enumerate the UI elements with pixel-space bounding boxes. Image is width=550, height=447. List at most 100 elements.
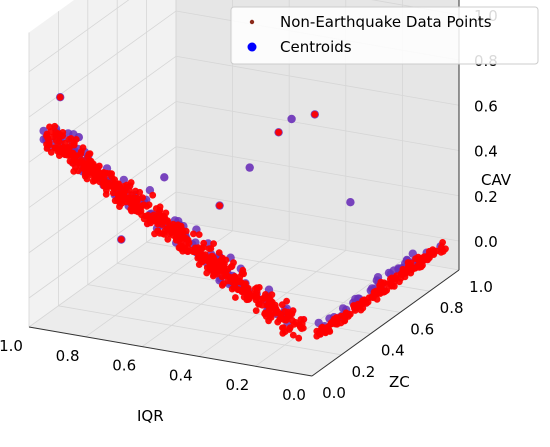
data-point <box>288 316 296 324</box>
data-point <box>255 284 263 291</box>
data-point <box>84 153 92 161</box>
grid-line <box>175 55 460 106</box>
data-point <box>203 269 211 277</box>
legend-label-centroids: Centroids <box>280 38 352 56</box>
y-axis-label: ZC <box>389 373 410 391</box>
grid-line <box>28 10 177 118</box>
x-tick-label: 0.6 <box>112 357 136 375</box>
grid-line <box>175 101 460 151</box>
data-point <box>212 263 220 271</box>
centroid-marker <box>160 173 169 182</box>
x-axis-label: IQR <box>137 407 164 425</box>
data-point <box>267 297 274 305</box>
side-pane <box>176 0 459 270</box>
data-point <box>182 234 190 242</box>
data-point <box>190 230 197 238</box>
data-point <box>109 182 117 189</box>
data-point <box>289 331 297 339</box>
data-point <box>177 222 185 230</box>
data-point <box>132 207 139 215</box>
data-point <box>114 190 122 198</box>
data-point <box>100 182 108 190</box>
x-axis-line <box>28 326 313 377</box>
data-point <box>359 300 367 308</box>
data-point <box>326 328 334 335</box>
data-point <box>56 148 64 156</box>
y-tick-label: 0.0 <box>322 384 346 402</box>
data-point <box>424 256 431 264</box>
y-axis-line <box>311 269 460 377</box>
data-point <box>182 246 190 254</box>
x-tick-label: 0.8 <box>56 347 80 365</box>
data-point <box>56 93 64 101</box>
data-point <box>130 194 138 202</box>
data-point <box>177 243 184 251</box>
data-point <box>164 236 172 243</box>
y-axis-ticks: 0.0 0.2 0.4 0.6 0.8 1.0 <box>322 278 493 402</box>
z-tick-label: 0.0 <box>474 233 498 251</box>
circle-icon <box>247 42 257 52</box>
data-point <box>272 305 280 313</box>
data-point <box>227 263 235 271</box>
x-tick-label: 0.4 <box>169 366 193 384</box>
data-point <box>172 236 180 244</box>
data-point <box>200 239 208 247</box>
data-point <box>262 291 269 298</box>
data-point <box>412 255 419 263</box>
data-point <box>236 277 244 285</box>
data-point <box>253 291 260 299</box>
data-point <box>161 213 169 221</box>
y-tick-label: 0.6 <box>410 320 434 338</box>
data-point <box>311 111 319 118</box>
data-point <box>52 128 60 136</box>
data-point <box>123 183 131 191</box>
data-point <box>276 315 284 323</box>
data-point <box>396 278 403 286</box>
data-point <box>43 130 51 138</box>
data-point <box>315 329 323 337</box>
data-point <box>224 277 232 285</box>
z-tick-label: 0.6 <box>474 97 498 115</box>
data-point <box>261 310 268 318</box>
data-point <box>388 282 396 290</box>
data-point <box>72 136 80 143</box>
data-point <box>430 247 438 255</box>
data-point <box>241 286 249 294</box>
data-point <box>344 313 352 320</box>
data-point <box>288 310 296 318</box>
data-point <box>195 231 203 239</box>
data-point <box>194 254 202 262</box>
data-point <box>295 334 303 342</box>
data-point <box>210 240 218 248</box>
data-point <box>232 294 239 301</box>
data-point <box>437 248 445 256</box>
data-point <box>333 320 341 328</box>
y-tick-label: 0.8 <box>440 299 464 317</box>
data-points <box>39 93 449 342</box>
data-point <box>357 306 365 314</box>
centroid-marker <box>245 163 254 172</box>
legend: Non-Earthquake Data Points Centroids <box>230 6 539 65</box>
z-tick-label: 0.2 <box>474 188 498 206</box>
data-point <box>205 245 213 253</box>
x-tick-label: 0.2 <box>225 376 249 394</box>
data-point <box>378 283 385 291</box>
data-point <box>108 170 115 178</box>
data-point <box>120 195 128 203</box>
grid-line <box>175 146 460 197</box>
data-point <box>161 227 169 235</box>
data-point <box>102 191 110 198</box>
grid-line <box>28 146 177 254</box>
data-point <box>171 228 179 236</box>
data-point <box>282 316 290 324</box>
data-point <box>296 323 304 331</box>
grid-line <box>28 0 130 73</box>
data-point <box>216 202 224 210</box>
data-point <box>71 154 79 161</box>
data-point <box>45 141 53 149</box>
data-point <box>215 249 223 256</box>
data-point <box>417 255 425 263</box>
data-point <box>147 216 155 224</box>
grid-line <box>141 240 290 347</box>
data-point <box>393 272 401 279</box>
